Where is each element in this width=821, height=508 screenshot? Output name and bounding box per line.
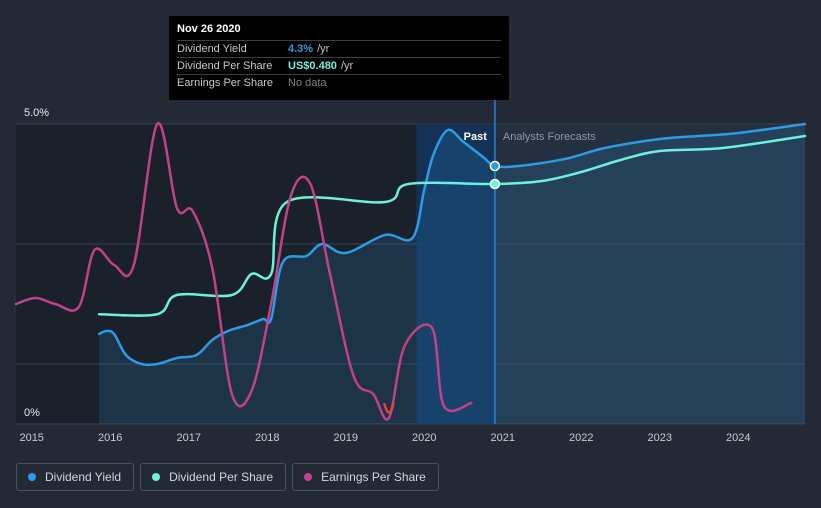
dividend-yield-line xyxy=(97,122,807,367)
forecast-label: Analysts Forecasts xyxy=(503,131,596,143)
past-label: Past xyxy=(464,131,488,143)
eps-negative-segment xyxy=(382,402,395,414)
highlight-band xyxy=(416,124,495,424)
tooltip-row-value: US$0.480 xyxy=(288,60,337,72)
legend-dividend-per-share[interactable]: Dividend Per Share xyxy=(140,463,287,491)
tooltip-row-dividend-per-share: Dividend Per Share US$0.480 /yr xyxy=(177,57,501,74)
x-tick-label: 2024 xyxy=(726,432,750,444)
x-tick-label: 2019 xyxy=(333,432,357,444)
x-tick-label: 2022 xyxy=(569,432,593,444)
tooltip-row-label: Dividend Yield xyxy=(177,43,247,55)
tooltip-row-unit: /yr xyxy=(340,60,354,72)
tooltip-row-value: 4.3% xyxy=(288,43,314,55)
legend-label: Dividend Per Share xyxy=(169,470,274,484)
x-tick-label: 2023 xyxy=(648,432,672,444)
x-tick-label: 2018 xyxy=(255,432,279,444)
forecast-region xyxy=(494,124,805,424)
tooltip-row-unit: /yr xyxy=(317,43,330,55)
x-tick-label: 2016 xyxy=(98,432,122,444)
tooltip-row-dividend-yield: Dividend Yield 4.3% /yr xyxy=(177,40,501,57)
x-tick-label: 2015 xyxy=(19,432,43,444)
legend-dividend-yield[interactable]: Dividend Yield xyxy=(16,463,135,491)
legend-label: Earnings Per Share xyxy=(321,470,426,484)
x-tick-label: 2017 xyxy=(176,432,200,444)
legend-dot-icon xyxy=(28,473,36,481)
tooltip-date: Nov 26 2020 xyxy=(177,23,241,35)
legend-dot-icon xyxy=(304,473,313,481)
tooltip-row-label: Dividend Per Share xyxy=(177,60,273,72)
legend: Dividend Yield Dividend Per Share Earnin… xyxy=(16,463,439,491)
dividend-yield-area xyxy=(99,124,805,424)
tooltip-row-label: Earnings Per Share xyxy=(177,77,273,89)
x-tick-label: 2021 xyxy=(491,432,515,444)
y-tick-label: 0% xyxy=(24,407,40,419)
tooltip: Nov 26 2020 Dividend Yield 4.3% /yr Divi… xyxy=(169,16,509,100)
legend-label: Dividend Yield xyxy=(45,470,122,484)
earnings-per-share-line xyxy=(14,122,473,421)
tooltip-row-value: No data xyxy=(288,77,327,89)
legend-dot-icon xyxy=(152,473,161,481)
dividend-yield-marker xyxy=(489,160,501,172)
x-tick-label: 2020 xyxy=(412,432,436,444)
y-tick-label: 5.0% xyxy=(24,107,49,119)
tooltip-row-earnings-per-share: Earnings Per Share No data xyxy=(177,74,501,91)
legend-earnings-per-share[interactable]: Earnings Per Share xyxy=(292,463,439,491)
dividend-per-share-marker xyxy=(489,178,501,190)
